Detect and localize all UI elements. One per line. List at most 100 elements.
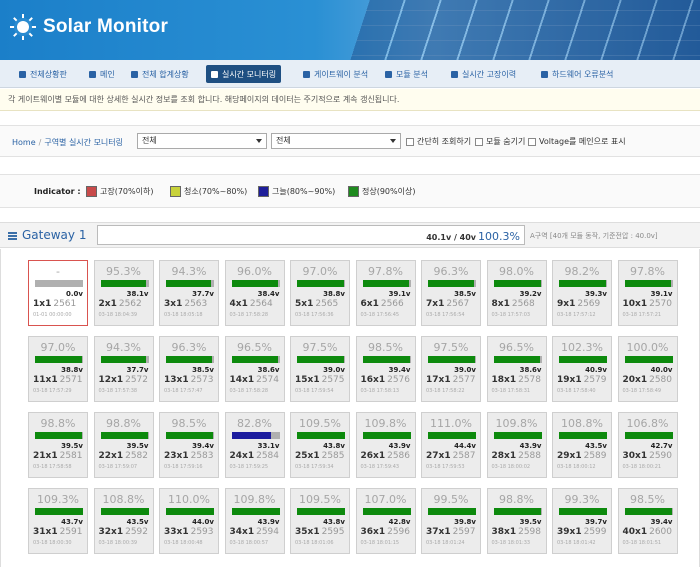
module-tile[interactable]: -0.0v 1x1 2561 01-01 00:00:00 <box>28 260 88 326</box>
module-tile[interactable]: 109.8% 43.9v 34x1 2594 03-18 18:00:57 <box>224 488 285 554</box>
checkbox-box[interactable] <box>406 137 414 146</box>
nav-item-main[interactable]: 메인 <box>84 65 120 83</box>
module-timestamp: 03-18 17:59:53 <box>426 464 465 470</box>
module-tile[interactable]: 109.8% 43.9v 26x1 2586 03-18 17:59:43 <box>355 412 416 478</box>
module-number: 2587 <box>452 451 476 461</box>
module-tile[interactable]: 98.8% 39.5v 21x1 2581 03-18 17:58:58 <box>28 412 88 478</box>
legend-label: 고장(70%이하) <box>100 187 154 196</box>
module-tile[interactable]: 98.5% 39.4v 40x1 2600 03-18 18:01:51 <box>617 488 678 554</box>
nav-item-realtime-monitoring[interactable]: 실시간 모니터링 <box>206 65 282 83</box>
module-bar <box>100 432 149 439</box>
module-tile[interactable]: 102.3% 40.9v 19x1 2579 03-18 17:58:40 <box>552 336 612 402</box>
module-tile[interactable]: 98.0% 39.2v 8x1 2568 03-18 17:57:03 <box>486 260 547 326</box>
module-tile[interactable]: 97.0% 38.8v 11x1 2571 03-18 17:57:29 <box>28 336 88 402</box>
module-tile[interactable]: 108.8% 43.5v 32x1 2592 03-18 18:00:39 <box>93 488 154 554</box>
nav-item-hardware-error[interactable]: 하드웨어 오류분석 <box>536 65 618 83</box>
module-tile[interactable]: 111.0% 44.4v 27x1 2587 03-18 17:59:53 <box>421 412 481 478</box>
module-bar <box>428 356 476 363</box>
app-logo[interactable]: Solar Monitor <box>10 14 168 40</box>
chevron-down-icon <box>390 139 396 143</box>
module-name: 15x1 <box>295 375 320 385</box>
module-tile[interactable]: 97.5% 39.0v 15x1 2575 03-18 17:59:54 <box>290 336 350 402</box>
simple-view-checkbox[interactable]: 간단히 조회하기 <box>406 136 471 147</box>
module-id: 12x1 2572 <box>99 375 149 385</box>
module-tile[interactable]: 109.5% 43.8v 25x1 2585 03-18 17:59:34 <box>290 412 350 478</box>
module-bar-fill <box>362 508 411 515</box>
module-tile[interactable]: 97.5% 39.0v 17x1 2577 03-18 17:58:22 <box>421 336 481 402</box>
module-tile[interactable]: 96.3% 38.5v 13x1 2573 03-18 17:57:47 <box>159 336 219 402</box>
module-name: 10x1 <box>622 299 648 309</box>
module-name: 30x1 <box>622 451 648 461</box>
module-timestamp: 03-18 17:58:28 <box>229 388 269 394</box>
module-tile[interactable]: 109.3% 43.7v 31x1 2591 03-18 18:00:30 <box>28 488 88 554</box>
gateway-title[interactable]: Gateway 1 <box>22 228 87 242</box>
hide-modules-checkbox[interactable]: 모듈 숨기기 <box>475 136 525 147</box>
module-tile[interactable]: 99.3% 39.7v 39x1 2599 03-18 18:01:42 <box>552 488 612 554</box>
module-tile[interactable]: 96.0% 38.4v 4x1 2564 03-18 17:58:28 <box>224 260 285 326</box>
module-tile[interactable]: 110.0% 44.0v 33x1 2593 03-18 18:00:48 <box>159 488 219 554</box>
module-tile[interactable]: 100.0% 40.0v 20x1 2580 03-18 17:58:49 <box>617 336 678 402</box>
module-tile[interactable]: 98.8% 39.5v 38x1 2598 03-18 18:01:33 <box>486 488 547 554</box>
module-bar <box>362 508 411 515</box>
module-bar <box>35 432 83 439</box>
module-tile[interactable]: 97.8% 39.1v 10x1 2570 03-18 17:57:21 <box>617 260 678 326</box>
module-bar <box>297 432 345 439</box>
nav-item-fault-history[interactable]: 실시간 고장이력 <box>446 65 521 83</box>
nav-item-dashboard[interactable]: 전체상황판 <box>14 65 72 83</box>
module-name: 5x1 <box>295 299 314 309</box>
module-tile[interactable]: 96.3% 38.5v 7x1 2567 03-18 17:56:54 <box>421 260 481 326</box>
module-number: 2579 <box>583 375 607 385</box>
module-tile[interactable]: 98.8% 39.5v 22x1 2582 03-18 17:59:07 <box>93 412 154 478</box>
checkbox-box[interactable] <box>475 137 483 146</box>
voltage-main-checkbox[interactable]: Voltage를 메인으로 표시 <box>528 136 626 147</box>
module-tile[interactable]: 99.5% 39.8v 37x1 2597 03-18 18:01:24 <box>421 488 481 554</box>
module-tile[interactable]: 106.8% 42.7v 30x1 2590 03-18 18:00:21 <box>617 412 678 478</box>
module-tile[interactable]: 109.8% 43.9v 28x1 2588 03-18 18:00:02 <box>486 412 547 478</box>
module-tile[interactable]: 96.5% 38.6v 14x1 2574 03-18 17:58:28 <box>224 336 285 402</box>
module-bar-fill <box>297 432 345 439</box>
module-tile[interactable]: 82.8% 33.1v 24x1 2584 03-18 17:59:25 <box>224 412 285 478</box>
module-bar <box>166 508 214 515</box>
module-timestamp: 03-18 17:59:25 <box>229 464 269 470</box>
gateway-select[interactable]: 전체 <box>271 133 401 149</box>
module-tile[interactable]: 97.0% 38.8v 5x1 2565 03-18 17:56:36 <box>290 260 350 326</box>
module-percent: 98.8% <box>40 417 76 430</box>
nav-item-total-status[interactable]: 전체 합계상황 <box>126 65 194 83</box>
module-tile[interactable]: 94.3% 37.7v 12x1 2572 03-18 17:57:38 <box>93 336 154 402</box>
module-percent: 109.8% <box>364 417 407 430</box>
breadcrumb-home[interactable]: Home <box>12 138 36 147</box>
module-tile[interactable]: 98.5% 39.4v 23x1 2583 03-18 17:59:16 <box>159 412 219 478</box>
area-select[interactable]: 전체 <box>137 133 267 149</box>
module-tile[interactable]: 98.2% 39.3v 9x1 2569 03-18 17:57:12 <box>552 260 612 326</box>
nav-item-label: 전체 합계상황 <box>142 69 189 79</box>
module-tile[interactable]: 97.8% 39.1v 6x1 2566 03-18 17:56:45 <box>355 260 416 326</box>
legend-swatch <box>348 186 359 197</box>
nav-item-module-analysis[interactable]: 모듈 분석 <box>380 65 433 83</box>
external-link-icon <box>541 70 548 78</box>
module-voltage: 43.5v <box>126 518 149 526</box>
nav-item-gateway-analysis[interactable]: 게이트웨이 분석 <box>298 65 373 83</box>
module-name: 6x1 <box>360 299 379 309</box>
module-timestamp: 03-18 17:58:58 <box>33 464 72 470</box>
module-tile[interactable]: 95.3% 38.1v 2x1 2562 03-18 18:04:39 <box>93 260 154 326</box>
module-tile[interactable]: 109.5% 43.8v 35x1 2595 03-18 18:01:06 <box>290 488 350 554</box>
module-bar-fill <box>100 280 147 287</box>
module-bar-fill <box>166 432 214 439</box>
module-tile[interactable]: 107.0% 42.8v 36x1 2596 03-18 18:01:15 <box>355 488 416 554</box>
module-voltage: 39.0v <box>323 366 345 374</box>
module-percent: 98.2% <box>564 265 600 278</box>
area-select-value: 전체 <box>142 136 157 145</box>
module-number: 2594 <box>256 527 279 537</box>
module-percent: 96.5% <box>237 341 272 354</box>
module-percent: 110.0% <box>168 493 210 506</box>
module-tile[interactable]: 96.5% 38.6v 18x1 2578 03-18 17:58:31 <box>486 336 547 402</box>
module-tile[interactable]: 94.3% 37.7v 3x1 2563 03-18 18:05:18 <box>159 260 219 326</box>
module-bar <box>231 280 280 287</box>
module-tile[interactable]: 108.8% 43.5v 29x1 2589 03-18 18:00:12 <box>552 412 612 478</box>
checkbox-box[interactable] <box>528 137 536 146</box>
module-name: 17x1 <box>426 375 451 385</box>
module-tile[interactable]: 98.5% 39.4v 16x1 2576 03-18 17:58:13 <box>355 336 416 402</box>
module-bar-fill <box>559 280 607 287</box>
module-id: 6x1 2566 <box>361 299 404 309</box>
nav-item-label: 전체상황판 <box>30 69 67 79</box>
